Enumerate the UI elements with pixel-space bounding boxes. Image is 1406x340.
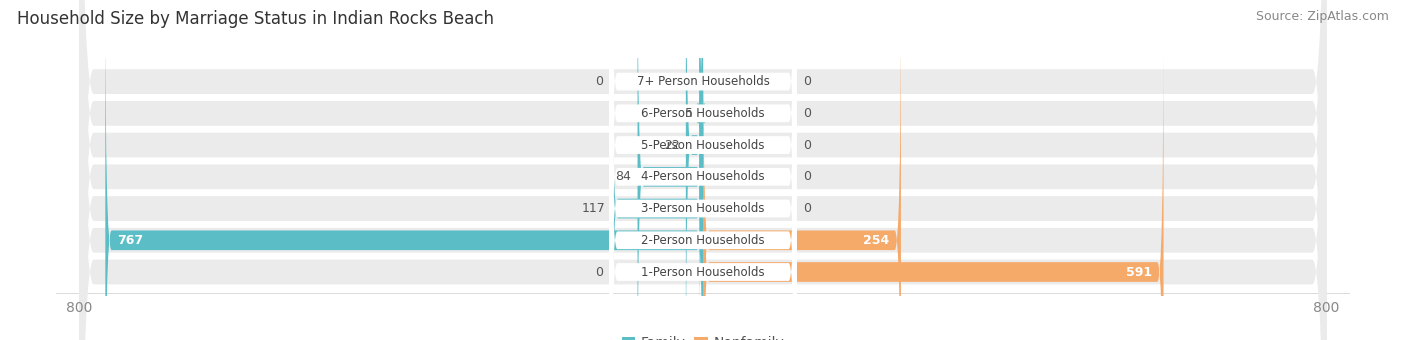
FancyBboxPatch shape <box>609 0 797 340</box>
Text: 84: 84 <box>616 170 631 183</box>
FancyBboxPatch shape <box>703 28 1164 340</box>
FancyBboxPatch shape <box>80 0 1326 340</box>
Text: 5-Person Households: 5-Person Households <box>641 139 765 152</box>
Text: 7+ Person Households: 7+ Person Households <box>637 75 769 88</box>
FancyBboxPatch shape <box>609 0 797 340</box>
Text: 0: 0 <box>803 139 811 152</box>
FancyBboxPatch shape <box>637 0 703 340</box>
Text: 254: 254 <box>863 234 889 247</box>
FancyBboxPatch shape <box>609 0 797 340</box>
FancyBboxPatch shape <box>80 0 1326 340</box>
Text: 1-Person Households: 1-Person Households <box>641 266 765 278</box>
FancyBboxPatch shape <box>703 0 901 340</box>
Text: 591: 591 <box>1126 266 1152 278</box>
Text: 6-Person Households: 6-Person Households <box>641 107 765 120</box>
Text: 4-Person Households: 4-Person Households <box>641 170 765 183</box>
Text: 5: 5 <box>685 107 693 120</box>
FancyBboxPatch shape <box>609 0 797 340</box>
Text: 0: 0 <box>595 75 603 88</box>
FancyBboxPatch shape <box>609 0 797 340</box>
Text: 0: 0 <box>803 170 811 183</box>
FancyBboxPatch shape <box>80 0 1326 340</box>
Text: 0: 0 <box>803 202 811 215</box>
Text: 22: 22 <box>664 139 679 152</box>
FancyBboxPatch shape <box>80 0 1326 340</box>
Text: 3-Person Households: 3-Person Households <box>641 202 765 215</box>
Text: Household Size by Marriage Status in Indian Rocks Beach: Household Size by Marriage Status in Ind… <box>17 10 494 28</box>
Text: 117: 117 <box>582 202 606 215</box>
FancyBboxPatch shape <box>105 0 703 340</box>
Text: 0: 0 <box>595 266 603 278</box>
Text: 2-Person Households: 2-Person Households <box>641 234 765 247</box>
Text: 767: 767 <box>117 234 143 247</box>
Text: 0: 0 <box>803 75 811 88</box>
FancyBboxPatch shape <box>609 0 797 340</box>
FancyBboxPatch shape <box>697 0 706 340</box>
FancyBboxPatch shape <box>80 0 1326 340</box>
FancyBboxPatch shape <box>612 0 703 340</box>
FancyBboxPatch shape <box>80 0 1326 340</box>
Text: 0: 0 <box>803 107 811 120</box>
Text: Source: ZipAtlas.com: Source: ZipAtlas.com <box>1256 10 1389 23</box>
FancyBboxPatch shape <box>609 0 797 340</box>
FancyBboxPatch shape <box>80 0 1326 340</box>
Legend: Family, Nonfamily: Family, Nonfamily <box>616 330 790 340</box>
FancyBboxPatch shape <box>686 0 703 340</box>
